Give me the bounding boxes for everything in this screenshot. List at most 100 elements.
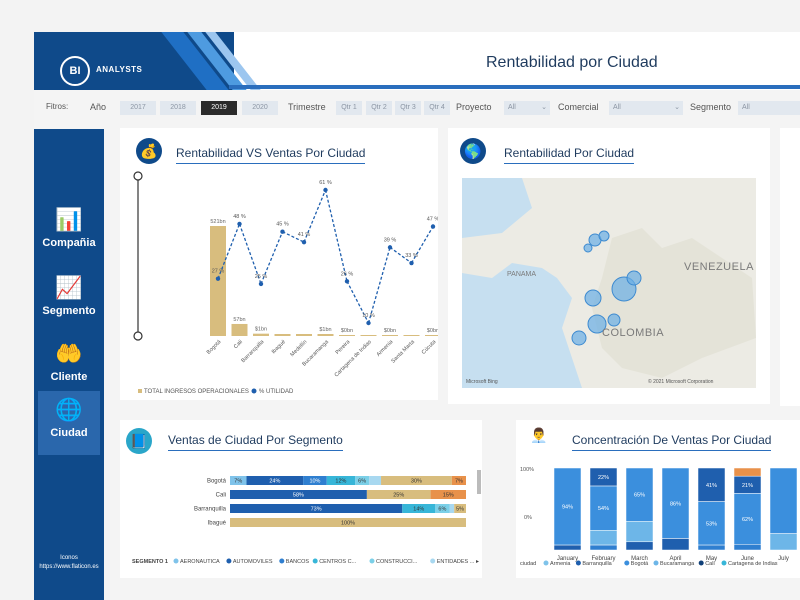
bar[interactable] (231, 323, 248, 336)
sidebar-item-compania[interactable]: 📊 Compañia (38, 201, 100, 263)
slicer-handle-top[interactable] (133, 171, 143, 181)
bar-segment[interactable] (430, 490, 466, 499)
bar-segment[interactable] (449, 504, 455, 513)
column-segment[interactable] (589, 530, 618, 546)
line-point[interactable] (387, 245, 393, 250)
column-segment[interactable] (769, 533, 798, 551)
bar-segment[interactable] (435, 504, 450, 513)
map-bubble[interactable] (583, 243, 593, 253)
commercial-dropdown[interactable]: All ⌄ (609, 101, 683, 115)
bar[interactable] (360, 335, 377, 336)
map-label-colombia: COLOMBIA (602, 327, 664, 339)
column-segment[interactable] (661, 538, 690, 551)
column-segment[interactable] (625, 467, 654, 522)
line-data-label: 25 % (255, 274, 268, 280)
bar-segment[interactable] (355, 476, 370, 485)
line-point[interactable] (344, 279, 350, 284)
bar[interactable] (403, 335, 420, 336)
qtr4-button[interactable]: Qtr 4 (424, 101, 450, 115)
globe-icon: 🌐 (55, 397, 83, 422)
year-2020-button[interactable]: 2020 (242, 101, 278, 115)
map-bubble[interactable] (571, 330, 587, 346)
segment-dropdown[interactable]: All (738, 101, 800, 115)
sidebar-item-cliente[interactable]: 🤲 Cliente (38, 335, 100, 397)
bar[interactable] (425, 335, 438, 336)
bar-segment[interactable] (230, 518, 466, 527)
line-point[interactable] (280, 229, 285, 234)
qtr1-button[interactable]: Qtr 1 (336, 101, 362, 115)
column-data-label: 62% (742, 517, 753, 523)
legend-next-icon[interactable]: ▸ (476, 559, 479, 565)
map-bubble[interactable] (626, 270, 642, 286)
bar-segment[interactable] (451, 476, 466, 485)
column-segment[interactable] (733, 467, 762, 477)
column-segment[interactable] (553, 544, 582, 551)
credits-link[interactable]: https://www.flaticon.es (39, 564, 99, 570)
line-point[interactable] (258, 281, 264, 287)
slicer-handle-bottom[interactable] (133, 331, 143, 341)
sidebar-item-label: Ciudad (50, 427, 88, 439)
line-point[interactable] (301, 239, 307, 245)
map-bubble[interactable] (607, 313, 621, 327)
bar-segment[interactable] (230, 490, 367, 499)
map-bubble-cali[interactable] (587, 314, 607, 334)
line-point[interactable] (409, 260, 414, 266)
column-segment[interactable] (625, 521, 654, 543)
column-segment[interactable] (733, 493, 762, 545)
bar[interactable] (382, 335, 398, 336)
column-segment[interactable] (697, 501, 726, 546)
year-2018-button[interactable]: 2018 (160, 101, 196, 115)
bar[interactable] (253, 333, 269, 336)
column-segment[interactable] (661, 467, 690, 539)
bar-segment[interactable] (303, 476, 327, 485)
project-value: All (508, 104, 516, 111)
project-dropdown[interactable]: All ⌄ (504, 101, 550, 115)
column-segment[interactable] (589, 485, 618, 531)
column-segment[interactable] (625, 541, 654, 551)
bar[interactable] (274, 334, 291, 336)
map-label-panama: PANAMA (507, 271, 536, 278)
column-segment[interactable] (553, 467, 582, 546)
x-tick-label: Cúcuta (421, 339, 438, 356)
line-point[interactable] (366, 320, 371, 326)
bar-segment[interactable] (326, 476, 356, 485)
line-point[interactable] (237, 221, 242, 227)
bar-segment[interactable] (454, 504, 466, 513)
line-data-label: 26 % (341, 271, 354, 277)
column-segment[interactable] (697, 544, 726, 551)
column-segment[interactable] (589, 544, 618, 551)
sidebar-item-segmento[interactable]: 📈 Segmento (38, 269, 100, 331)
qtr2-button[interactable]: Qtr 2 (366, 101, 392, 115)
map-bubble[interactable] (584, 289, 602, 307)
bar-segment[interactable] (246, 476, 304, 485)
column-segment[interactable] (733, 544, 762, 551)
column-segment[interactable] (769, 467, 798, 534)
bar-segment[interactable] (366, 490, 431, 499)
bar-segment[interactable] (369, 476, 382, 485)
line-point[interactable] (323, 187, 328, 193)
scrollbar-thumb[interactable] (477, 470, 481, 494)
bar[interactable] (210, 226, 226, 336)
map[interactable]: VENEZUELA COLOMBIA PANAMA Microsoft Bing… (462, 178, 756, 388)
line-data-label: 61 % (319, 180, 332, 186)
line-point[interactable] (215, 276, 221, 281)
bar-segment[interactable] (230, 504, 403, 513)
filters-label: Fitros: (46, 102, 69, 111)
column-segment[interactable] (697, 467, 726, 502)
map-credit-left: Microsoft Bing (466, 379, 498, 385)
bar-segment[interactable] (402, 504, 436, 513)
bar-segment[interactable] (381, 476, 452, 485)
qtr3-button[interactable]: Qtr 3 (395, 101, 421, 115)
year-2017-button[interactable]: 2017 (120, 101, 156, 115)
sidebar-item-ciudad[interactable]: 🌐 Ciudad (38, 391, 100, 455)
bar-segment[interactable] (230, 476, 247, 485)
hand-person-icon: 🤲 (55, 341, 83, 366)
legend-label: CENTROS C... (319, 559, 356, 565)
bar[interactable] (339, 335, 355, 336)
line-point[interactable] (430, 224, 436, 229)
map-bubble[interactable] (598, 230, 610, 242)
bar[interactable] (296, 334, 312, 336)
bar[interactable] (317, 334, 334, 336)
year-2019-button[interactable]: 2019 (201, 101, 237, 115)
bar-data-label: 25% (393, 493, 404, 499)
